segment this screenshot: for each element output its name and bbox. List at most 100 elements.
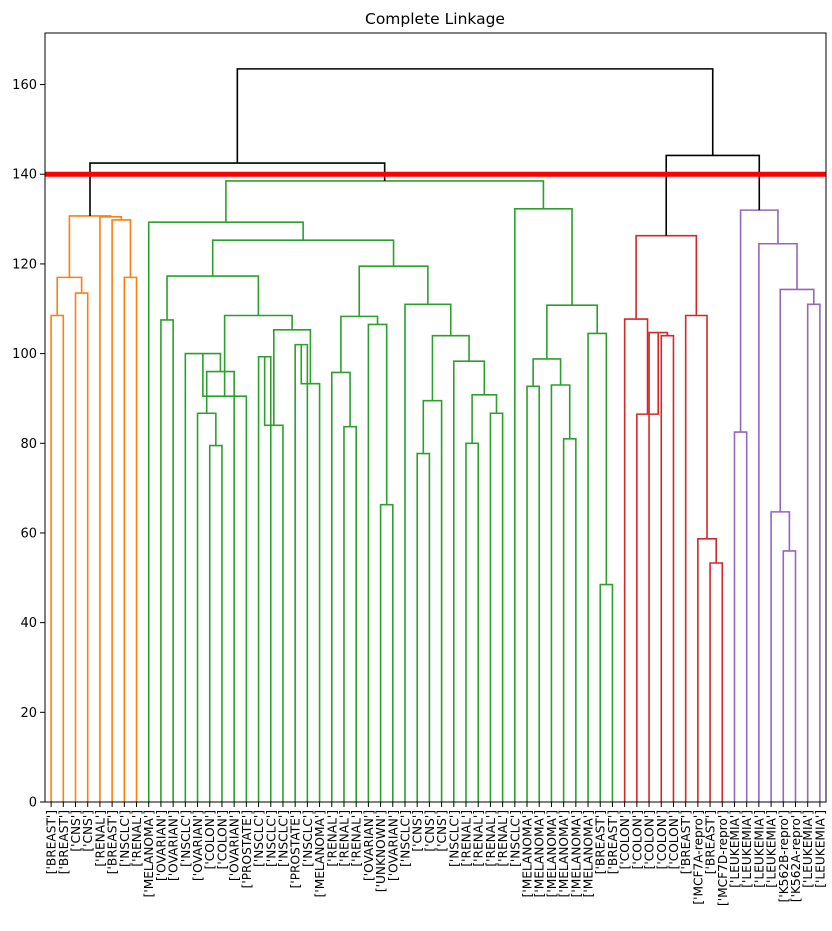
leaf-label: ['OVARIAN'] [167, 810, 181, 881]
leaf-label: ['RENAL'] [325, 810, 339, 867]
leaf-label: ['CNS'] [69, 810, 83, 852]
x-axis: ['BREAST']['BREAST']['CNS']['CNS']['RENA… [45, 802, 827, 906]
dendrogram-link [340, 315, 379, 373]
leaf-label: ['OVARIAN'] [228, 810, 242, 881]
dendrogram-link [739, 209, 779, 433]
leaf-label: ['OVARIAN'] [386, 810, 400, 881]
leaf-label: ['BREAST'] [606, 810, 620, 874]
dendrogram-link [236, 68, 714, 164]
dendrogram-link [223, 314, 293, 397]
leaf-label: ['MELANOMA'] [142, 810, 156, 897]
dendrogram-link [431, 334, 470, 401]
dendrogram-link [99, 216, 123, 802]
leaf-label: ['RENAL'] [472, 810, 486, 867]
dendrogram-link [160, 319, 174, 802]
dendrogram-link [587, 332, 608, 802]
leaf-label: ['RENAL'] [93, 810, 107, 867]
leaf-label: ['COLON'] [618, 810, 632, 869]
leaf-label: ['MELANOMA'] [582, 810, 596, 897]
leaf-label: ['CNS'] [411, 810, 425, 852]
leaf-label: ['RENAL'] [350, 810, 364, 867]
leaf-label: ['COLON'] [630, 810, 644, 869]
leaf-label: ['MELANOMA'] [521, 810, 535, 897]
dendrogram-link [806, 303, 821, 802]
leaf-label: ['BREAST'] [704, 810, 718, 874]
dendrogram-link [465, 442, 480, 802]
y-tick-label: 80 [20, 437, 37, 452]
leaf-label: ['LEUKEMIA'] [813, 810, 827, 888]
dendrogram-link [779, 288, 815, 512]
leaf-label: ['CNS'] [435, 810, 449, 852]
leaf-label: ['BREAST'] [57, 810, 71, 874]
leaf-label: ['LEUKEMIA'] [752, 810, 766, 888]
dendrogram-link [367, 323, 388, 802]
leaf-label: ['MELANOMA'] [533, 810, 547, 897]
leaf-label: ['RENAL'] [130, 810, 144, 867]
leaf-label: ['RENAL'] [460, 810, 474, 867]
leaf-label: ['OVARIAN'] [362, 810, 376, 881]
leaf-label: ['NSCLC'] [398, 810, 412, 867]
leaf-label: ['CNS'] [423, 810, 437, 852]
leaf-label: ['UNKNOWN'] [374, 810, 388, 892]
leaf-label: ['NSCLC'] [179, 810, 193, 867]
leaf-label: ['BREAST'] [45, 810, 59, 874]
dendrogram-link [546, 304, 598, 359]
dendrogram-link [225, 180, 545, 223]
leaf-label: ['LEUKEMIA'] [728, 810, 742, 888]
dendrogram-link [50, 314, 65, 802]
leaf-label: ['COLON'] [203, 810, 217, 869]
y-axis: 0 20 40 60 80 100 120 140 160 [12, 78, 45, 811]
dendrogram-link [709, 562, 724, 802]
leaf-label: ['COLON'] [655, 810, 669, 869]
leaf-label: ['COLON'] [667, 810, 681, 869]
y-tick-label: 60 [20, 526, 37, 541]
leaf-label: ['COLON'] [643, 810, 657, 869]
y-tick-label: 0 [29, 796, 37, 811]
dendrogram-link [660, 334, 675, 802]
leaf-label: ['BREAST'] [106, 810, 120, 874]
dendrogram-link [733, 431, 748, 802]
dendrogram-link [404, 303, 452, 802]
dendrogram-link [208, 444, 223, 802]
leaf-label: ['BREAST'] [594, 810, 608, 874]
y-tick-label: 140 [12, 168, 37, 183]
chart-title: Complete Linkage [365, 10, 505, 28]
leaf-label: ['MELANOMA'] [313, 810, 327, 897]
leaf-label: ['CNS'] [81, 810, 95, 852]
dendrogram-link [184, 352, 222, 802]
leaf-label: ['BREAST'] [679, 810, 693, 874]
leaf-label: ['LEUKEMIA'] [801, 810, 815, 888]
leaf-label: ['COLON'] [215, 810, 229, 869]
y-tick-label: 20 [20, 706, 37, 721]
y-tick-label: 100 [12, 347, 37, 362]
leaf-label: ['PROSTATE'] [289, 810, 303, 888]
leaf-label: ['K562A-repro'] [789, 810, 803, 902]
leaf-label: ['LEUKEMIA'] [765, 810, 779, 888]
leaf-label: ['MCF7A-repro'] [691, 810, 705, 905]
leaf-label: ['NSCLC'] [301, 810, 315, 867]
dendrogram-link [263, 356, 284, 802]
dendrogram-link [623, 318, 649, 802]
leaf-label: ['NSCLC'] [264, 810, 278, 867]
leaf-label: ['NSCLC'] [252, 810, 266, 867]
leaf-label: ['NSCLC'] [447, 810, 461, 867]
links-layer [50, 68, 821, 802]
leaf-label: ['NSCLC'] [276, 810, 290, 867]
leaf-label: ['RENAL'] [484, 810, 498, 867]
dendrogram-link [166, 275, 260, 320]
dendrogram-link [782, 550, 797, 802]
leaf-label: ['PROSTATE'] [240, 810, 254, 888]
leaf-label: ['OVARIAN'] [154, 810, 168, 881]
leaf-label: ['RENAL'] [496, 810, 510, 867]
dendrogram-link [257, 355, 272, 802]
leaf-label: ['MELANOMA'] [569, 810, 583, 897]
leaf-label: ['K562B-repro'] [777, 810, 791, 902]
dendrogram-link [562, 437, 577, 802]
leaf-label: ['MELANOMA'] [545, 810, 559, 897]
y-tick-label: 40 [20, 616, 37, 631]
y-tick-label: 120 [12, 257, 37, 272]
leaf-label: ['LEUKEMIA'] [740, 810, 754, 888]
dendrogram-link [599, 583, 614, 802]
leaf-label: ['NSCLC'] [118, 810, 132, 867]
